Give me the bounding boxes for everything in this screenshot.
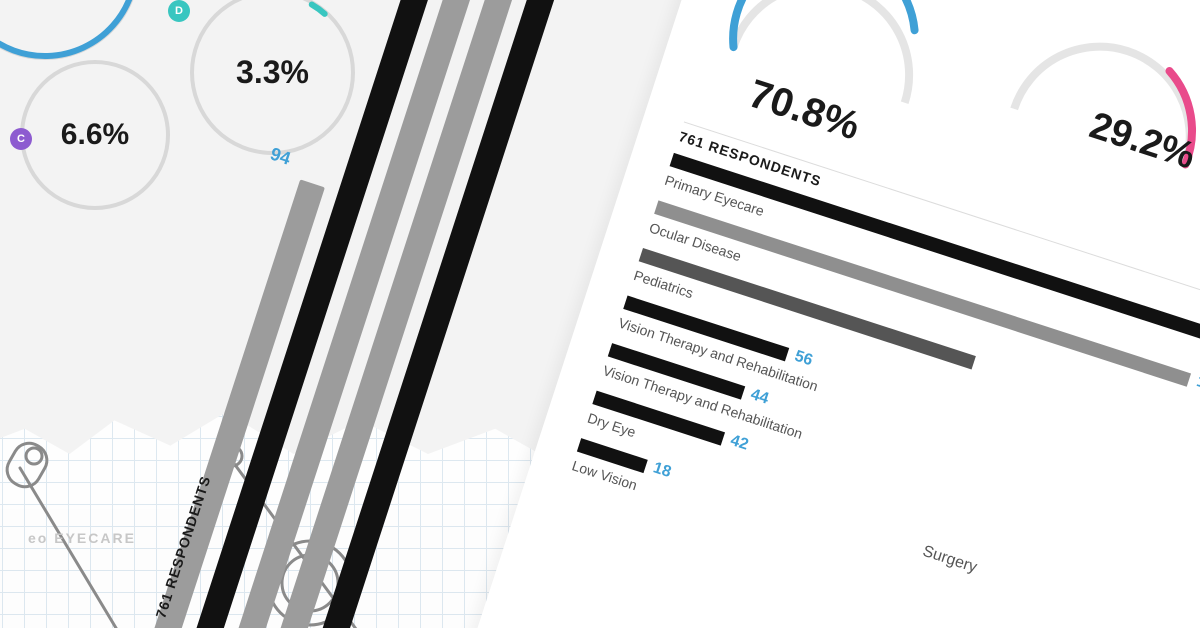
donut-big: 49.5%: [0, 0, 140, 60]
row-value: 42: [728, 432, 750, 455]
donut-c-pct: 6.6%: [20, 60, 170, 210]
row-value: 56: [792, 348, 814, 371]
row-value: 44: [748, 386, 770, 409]
gauge-right: 29.2%: [983, 0, 1200, 183]
donut-c: 6.6% C: [20, 60, 170, 210]
strip-caption: 94: [268, 144, 294, 170]
row-value: 18: [651, 459, 673, 482]
brand-logo: eo EYECARE: [28, 530, 136, 546]
donut-tag-c: C: [10, 128, 32, 150]
row-value: 12: [1194, 373, 1200, 396]
gauge-left: 70.8%: [702, 0, 977, 122]
donut-tag-d: D: [168, 0, 190, 22]
donut-big-pct: 49.5%: [0, 0, 140, 60]
